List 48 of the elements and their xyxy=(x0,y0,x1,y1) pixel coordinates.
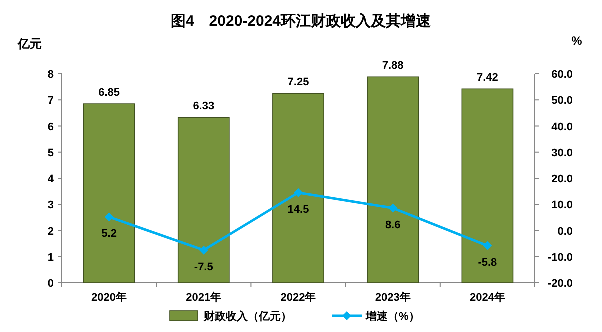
y-tick-label: 0 xyxy=(48,278,54,290)
legend-label: 增速（%） xyxy=(365,310,420,323)
data-label: 14.5 xyxy=(288,204,310,216)
y-tick-label: 5 xyxy=(48,147,54,160)
x-tick-label: 2021年 xyxy=(186,291,222,304)
bar xyxy=(83,104,136,284)
y2-tick-label: 20.0 xyxy=(552,174,573,186)
point xyxy=(199,246,208,255)
y2-tick-label: -20.0 xyxy=(548,278,573,290)
y2-tick-label: 30.0 xyxy=(552,147,573,160)
bar xyxy=(272,93,324,284)
y-axis-title: 亿元 xyxy=(17,37,42,51)
x-tick-label: 2024年 xyxy=(470,291,506,304)
y-tick-label: 1 xyxy=(48,252,54,264)
y2-tick-label: 10.0 xyxy=(552,200,573,212)
x-tick-label: 2020年 xyxy=(92,291,128,304)
data-label: 5.2 xyxy=(102,228,117,240)
bar xyxy=(178,117,230,284)
data-label: -7.5 xyxy=(194,261,214,274)
y2-tick-label: 40.0 xyxy=(552,121,573,134)
data-label: 7.42 xyxy=(476,72,498,84)
data-label: 7.25 xyxy=(288,76,310,89)
y-tick-label: 8 xyxy=(48,69,54,81)
point xyxy=(104,212,114,222)
y2-tick-label: 50.0 xyxy=(552,95,573,108)
legend-label: 财政收入（亿元） xyxy=(203,310,292,323)
data-label: 8.6 xyxy=(385,219,401,232)
y2-tick-label: 0.0 xyxy=(558,226,573,238)
y-tick-label: 3 xyxy=(48,200,54,212)
data-label: 7.88 xyxy=(382,60,404,72)
data-label: 6.85 xyxy=(98,87,120,100)
y-tick-label: 2 xyxy=(48,226,54,238)
y-tick-label: 6 xyxy=(48,121,54,134)
x-tick-label: 2023年 xyxy=(375,291,411,304)
point xyxy=(483,241,492,250)
x-tick-label: 2022年 xyxy=(280,291,316,304)
y-tick-label: 4 xyxy=(48,174,55,186)
data-label: 6.33 xyxy=(193,100,215,113)
bar xyxy=(367,76,420,284)
chart-title: 图4 2020-2024环江财政收入及其增速 xyxy=(170,13,432,30)
bar xyxy=(462,88,514,284)
y-tick-label: 7 xyxy=(48,95,54,108)
point xyxy=(294,188,303,198)
data-label: -5.8 xyxy=(478,256,498,269)
y2-axis-title: % xyxy=(572,34,583,48)
y2-tick-label: -10.0 xyxy=(548,252,573,264)
y2-tick-label: 60.0 xyxy=(552,69,573,81)
point xyxy=(388,204,398,213)
